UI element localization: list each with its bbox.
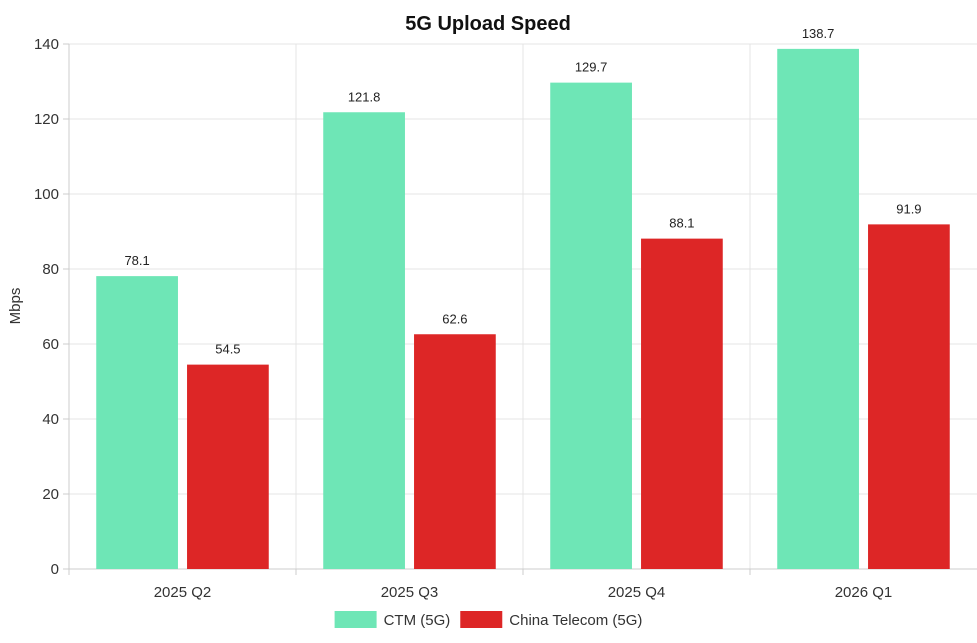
x-tick-label: 2025 Q3 bbox=[381, 584, 439, 601]
bar-ctm bbox=[550, 82, 632, 569]
y-axis-label: Mbps bbox=[7, 288, 24, 325]
y-tick-label: 140 bbox=[34, 36, 59, 53]
x-tick-label: 2026 Q1 bbox=[835, 584, 893, 601]
bar-value-label: 54.5 bbox=[215, 342, 240, 357]
bar-value-label: 129.7 bbox=[575, 60, 608, 75]
legend-swatch bbox=[460, 611, 503, 628]
bar-value-label: 78.1 bbox=[124, 253, 149, 268]
bar-ctm bbox=[777, 48, 859, 569]
bar-china-telecom bbox=[187, 364, 269, 569]
bar-value-label: 121.8 bbox=[348, 89, 381, 104]
x-tick-label: 2025 Q4 bbox=[608, 584, 666, 601]
bar-value-label: 62.6 bbox=[442, 311, 467, 326]
bar-china-telecom bbox=[641, 238, 723, 569]
bar-layer bbox=[96, 48, 950, 569]
axis-layer: 0 20 40 60 80 100 120 140 2025 Q2 2025 Q3 2025 Q4 2… bbox=[34, 36, 977, 601]
chart-title: 5G Upload Speed bbox=[405, 13, 571, 35]
y-tick-label: 0 bbox=[51, 561, 59, 578]
y-tick-label: 100 bbox=[34, 186, 59, 203]
bar-ctm bbox=[96, 276, 178, 569]
y-tick-label: 60 bbox=[42, 336, 59, 353]
y-tick-label: 20 bbox=[42, 486, 59, 503]
x-tick-label: 2025 Q2 bbox=[154, 584, 212, 601]
y-tick-label: 40 bbox=[42, 411, 59, 428]
bar-value-label: 91.9 bbox=[896, 201, 921, 216]
y-tick-label: 120 bbox=[34, 111, 59, 128]
bar-value-label: 138.7 bbox=[802, 26, 835, 41]
legend-swatch bbox=[334, 611, 377, 628]
legend-label: China Telecom (5G) bbox=[509, 612, 642, 629]
legend: CTM (5G) China Telecom (5G) bbox=[334, 611, 642, 629]
bar-value-label: 88.1 bbox=[669, 216, 694, 231]
y-tick-label: 80 bbox=[42, 261, 59, 278]
bar-china-telecom bbox=[868, 224, 950, 569]
data-label-layer: 78.1 121.8 129.7 138.7 54.5 62.6 88.1 91.9 bbox=[124, 26, 921, 357]
bar-china-telecom bbox=[414, 334, 496, 569]
legend-label: CTM (5G) bbox=[384, 612, 451, 629]
bar-ctm bbox=[323, 112, 405, 569]
